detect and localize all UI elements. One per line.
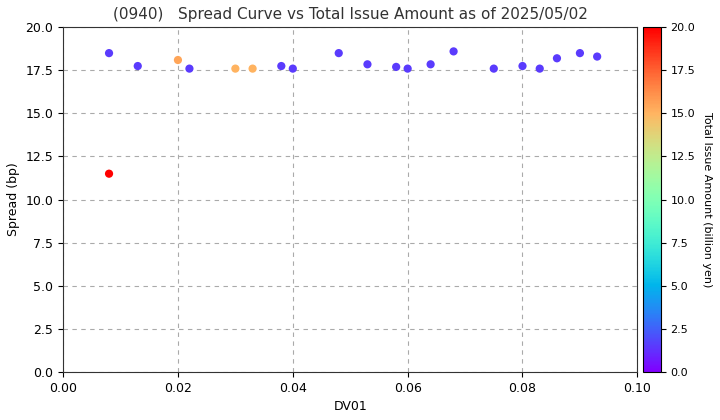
Point [184,65,195,72]
Point [276,63,287,69]
Point [103,50,114,56]
Title: (0940)   Spread Curve vs Total Issue Amount as of 2025/05/02: (0940) Spread Curve vs Total Issue Amoun… [113,7,588,22]
Point [230,65,241,72]
Point [552,55,563,62]
Point [574,50,585,56]
Y-axis label: Total Issue Amount (billion yen): Total Issue Amount (billion yen) [702,112,712,287]
Point [488,65,500,72]
Point [333,50,344,56]
Point [517,63,528,69]
Point [390,63,402,70]
Point [425,61,436,68]
Point [287,65,299,72]
Point [534,65,546,72]
Point [361,61,373,68]
X-axis label: DV01: DV01 [333,400,367,413]
Point [591,53,603,60]
Point [132,63,143,69]
Point [448,48,459,55]
Point [103,171,114,177]
Y-axis label: Spread (bp): Spread (bp) [7,163,20,236]
Point [247,65,258,72]
Point [402,65,413,72]
Point [172,57,184,63]
